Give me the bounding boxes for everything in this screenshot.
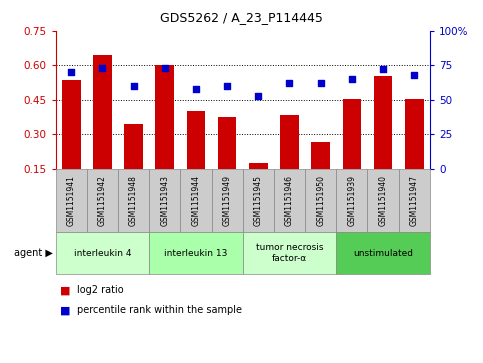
Text: tumor necrosis
factor-α: tumor necrosis factor-α (256, 244, 323, 263)
Point (379, 66, 387, 72)
Bar (124, 124, 143, 169)
Bar (249, 163, 268, 169)
Point (317, 80, 325, 86)
Text: interleukin 13: interleukin 13 (164, 249, 227, 258)
Point (192, 86, 200, 92)
Text: agent ▶: agent ▶ (14, 248, 53, 258)
Text: log2 ratio: log2 ratio (77, 285, 124, 295)
Bar (62, 80, 81, 169)
Point (161, 65, 169, 71)
Bar (405, 99, 424, 169)
Text: GSM1151941: GSM1151941 (67, 175, 76, 226)
Text: ■: ■ (60, 305, 71, 315)
Bar (218, 117, 237, 169)
Point (348, 76, 356, 82)
Point (223, 83, 231, 89)
Point (285, 80, 293, 86)
Point (411, 72, 418, 78)
Bar (374, 76, 392, 169)
Text: ■: ■ (60, 285, 71, 295)
Bar (280, 115, 299, 169)
Text: GSM1151949: GSM1151949 (223, 175, 232, 226)
Point (255, 93, 262, 99)
Text: GSM1151945: GSM1151945 (254, 175, 263, 226)
Text: GSM1151950: GSM1151950 (316, 175, 325, 226)
Bar (93, 55, 112, 169)
Text: GSM1151948: GSM1151948 (129, 175, 138, 226)
Text: GDS5262 / A_23_P114445: GDS5262 / A_23_P114445 (160, 11, 323, 24)
Bar (186, 111, 205, 169)
Bar (312, 142, 330, 169)
Bar (156, 65, 174, 169)
Text: GSM1151946: GSM1151946 (285, 175, 294, 226)
Text: unstimulated: unstimulated (353, 249, 413, 258)
Text: GSM1151944: GSM1151944 (191, 175, 200, 226)
Point (129, 83, 137, 89)
Bar (342, 99, 361, 169)
Text: percentile rank within the sample: percentile rank within the sample (77, 305, 242, 315)
Text: GSM1151939: GSM1151939 (347, 175, 356, 226)
Text: GSM1151940: GSM1151940 (379, 175, 387, 226)
Text: interleukin 4: interleukin 4 (73, 249, 131, 258)
Text: GSM1151947: GSM1151947 (410, 175, 419, 226)
Text: GSM1151943: GSM1151943 (160, 175, 169, 226)
Point (67, 69, 75, 75)
Point (99, 65, 106, 71)
Text: GSM1151942: GSM1151942 (98, 175, 107, 226)
